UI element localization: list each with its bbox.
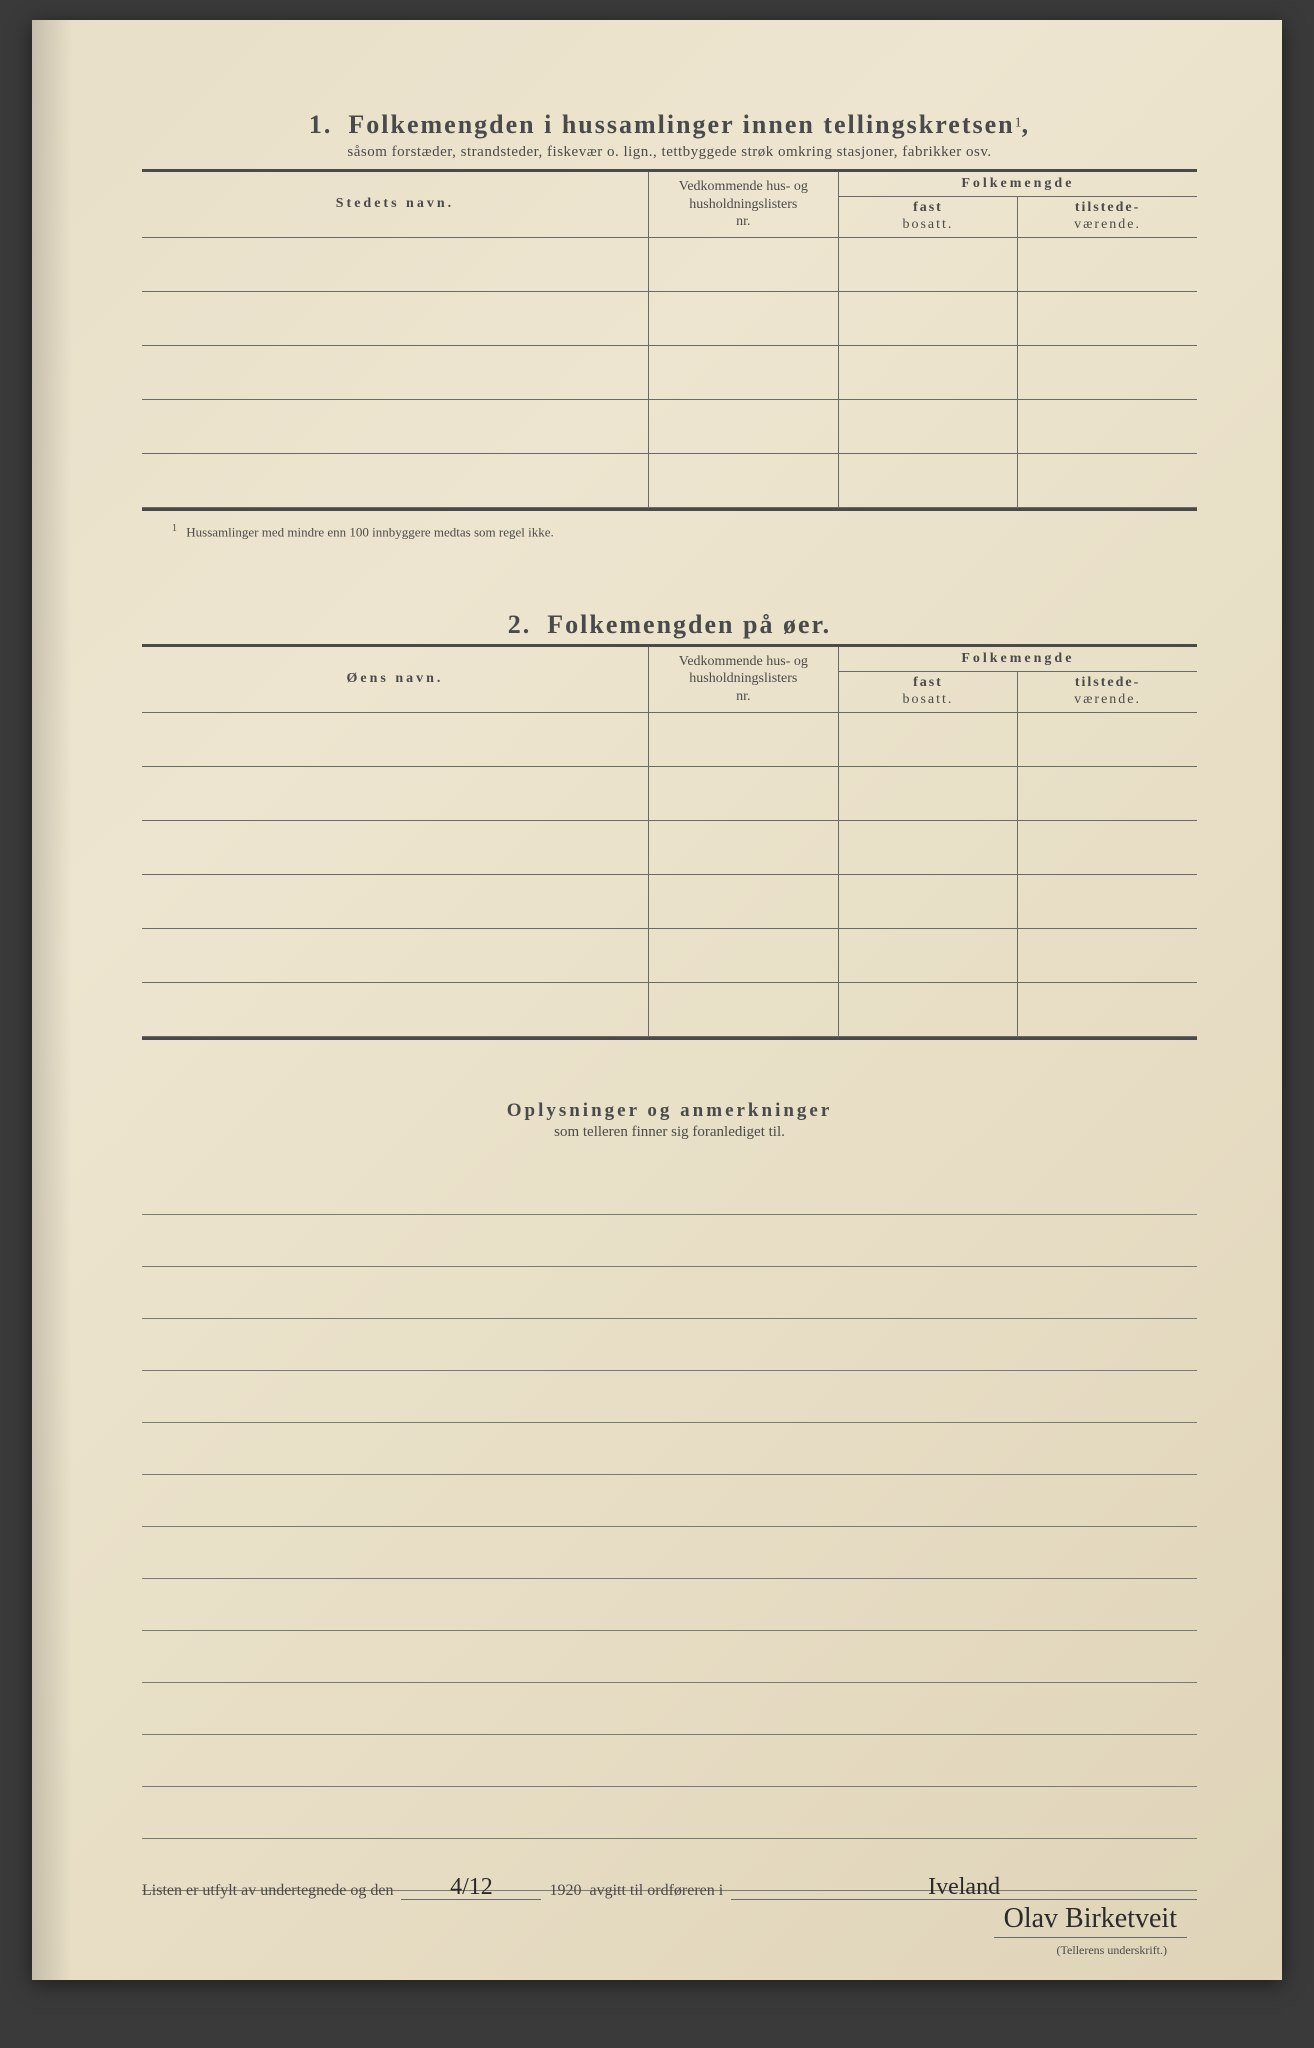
s1-col-group: Folkemengde bbox=[838, 172, 1197, 197]
section1-number: 1. bbox=[309, 110, 333, 139]
s2-body bbox=[142, 712, 1197, 1036]
sig-year: 1920 bbox=[549, 1882, 581, 1900]
s1-col-ref-l2: husholdningslisters bbox=[689, 197, 797, 212]
s2-col-fast: fast bosatt. bbox=[838, 671, 1017, 712]
s2-col-ref-l2: husholdningslisters bbox=[689, 671, 797, 686]
s2-col-tilst: tilstede- værende. bbox=[1018, 671, 1197, 712]
ruled-line bbox=[142, 1215, 1197, 1267]
notes-ruled-lines bbox=[142, 1163, 1197, 1891]
sig-mid: avgitt til ordføreren i bbox=[589, 1882, 723, 1900]
section1-title-block: 1. Folkemengden i hussamlinger innen tel… bbox=[142, 110, 1197, 140]
table-row bbox=[142, 766, 1197, 820]
table-row bbox=[142, 291, 1197, 345]
section1-heading: Folkemengden i hussamlinger innen tellin… bbox=[348, 110, 1014, 139]
s2-col-tilst-l2: værende. bbox=[1074, 692, 1141, 707]
table-row bbox=[142, 345, 1197, 399]
s1-col-tilst-l1: tilstede- bbox=[1075, 200, 1140, 215]
ruled-line bbox=[142, 1683, 1197, 1735]
sig-date: 4/12 bbox=[401, 1875, 541, 1900]
s2-col-fast-l1: fast bbox=[913, 675, 943, 690]
s1-col-ref: Vedkommende hus- og husholdningslisters … bbox=[648, 172, 838, 237]
table-row bbox=[142, 399, 1197, 453]
table-row bbox=[142, 928, 1197, 982]
census-form-page: 1. Folkemengden i hussamlinger innen tel… bbox=[32, 20, 1282, 1980]
ruled-line bbox=[142, 1579, 1197, 1631]
s1-col-tilst: tilstede- værende. bbox=[1018, 197, 1197, 238]
signature-line: Listen er utfylt av undertegnede og den … bbox=[142, 1875, 1197, 1900]
ruled-line bbox=[142, 1475, 1197, 1527]
table-row bbox=[142, 237, 1197, 291]
section1-footnote: 1 Hussamlinger med mindre enn 100 innbyg… bbox=[172, 523, 1197, 540]
s2-col-ref-l3: nr. bbox=[736, 689, 750, 704]
ruled-line bbox=[142, 1735, 1197, 1787]
section2-number: 2. bbox=[508, 610, 532, 639]
sig-prefix: Listen er utfylt av undertegnede og den bbox=[142, 1882, 393, 1900]
s2-col-name: Øens navn. bbox=[142, 647, 648, 712]
s2-col-ref-l1: Vedkommende hus- og bbox=[679, 654, 808, 669]
s1-col-tilst-l2: værende. bbox=[1074, 217, 1141, 232]
table-row bbox=[142, 820, 1197, 874]
table-row bbox=[142, 982, 1197, 1036]
s1-col-fast: fast bosatt. bbox=[838, 197, 1017, 238]
s1-col-fast-l2: bosatt. bbox=[902, 217, 953, 232]
ruled-line bbox=[142, 1163, 1197, 1215]
s2-bottom-rule bbox=[142, 1037, 1197, 1040]
s1-col-ref-l1: Vedkommende hus- og bbox=[679, 179, 808, 194]
s1-col-fast-l1: fast bbox=[913, 200, 943, 215]
section1-superscript: 1 bbox=[1015, 116, 1022, 131]
section2: 2. Folkemengden på øer. Øens navn. Vedko… bbox=[142, 610, 1197, 1040]
s2-col-group: Folkemengde bbox=[838, 647, 1197, 672]
s2-col-ref: Vedkommende hus- og husholdningslisters … bbox=[648, 647, 838, 712]
section1-table: Stedets navn. Vedkommende hus- og hushol… bbox=[142, 172, 1197, 508]
section3-subtitle: som telleren finner sig foranlediget til… bbox=[142, 1124, 1197, 1141]
table-row bbox=[142, 874, 1197, 928]
section1-subtitle: såsom forstæder, strandsteder, fiskevær … bbox=[142, 144, 1197, 161]
signature-area: Listen er utfylt av undertegnede og den … bbox=[142, 1875, 1197, 1900]
footnote-marker: 1 bbox=[172, 523, 177, 534]
s1-body bbox=[142, 237, 1197, 507]
table-row bbox=[142, 453, 1197, 507]
ruled-line bbox=[142, 1267, 1197, 1319]
sig-place: Iveland bbox=[731, 1875, 1197, 1900]
s1-col-ref-l3: nr. bbox=[736, 214, 750, 229]
s2-col-fast-l2: bosatt. bbox=[902, 692, 953, 707]
s2-col-tilst-l1: tilstede- bbox=[1075, 675, 1140, 690]
section3: Oplysninger og anmerkninger som telleren… bbox=[142, 1100, 1197, 1141]
ruled-line bbox=[142, 1371, 1197, 1423]
section2-table: Øens navn. Vedkommende hus- og husholdni… bbox=[142, 647, 1197, 1037]
s1-bottom-rule bbox=[142, 508, 1197, 511]
section2-title-block: 2. Folkemengden på øer. bbox=[142, 610, 1197, 640]
ruled-line bbox=[142, 1527, 1197, 1579]
s1-col-name: Stedets navn. bbox=[142, 172, 648, 237]
table-row bbox=[142, 712, 1197, 766]
section3-title: Oplysninger og anmerkninger bbox=[142, 1100, 1197, 1122]
sig-name: Olav Birketveit bbox=[994, 1903, 1187, 1938]
ruled-line bbox=[142, 1423, 1197, 1475]
ruled-line bbox=[142, 1319, 1197, 1371]
footnote-text: Hussamlinger med mindre enn 100 innbygge… bbox=[186, 524, 554, 539]
sig-caption: (Tellerens underskrift.) bbox=[1057, 1943, 1167, 1958]
ruled-line bbox=[142, 1631, 1197, 1683]
ruled-line bbox=[142, 1787, 1197, 1839]
section2-heading: Folkemengden på øer. bbox=[547, 610, 831, 639]
